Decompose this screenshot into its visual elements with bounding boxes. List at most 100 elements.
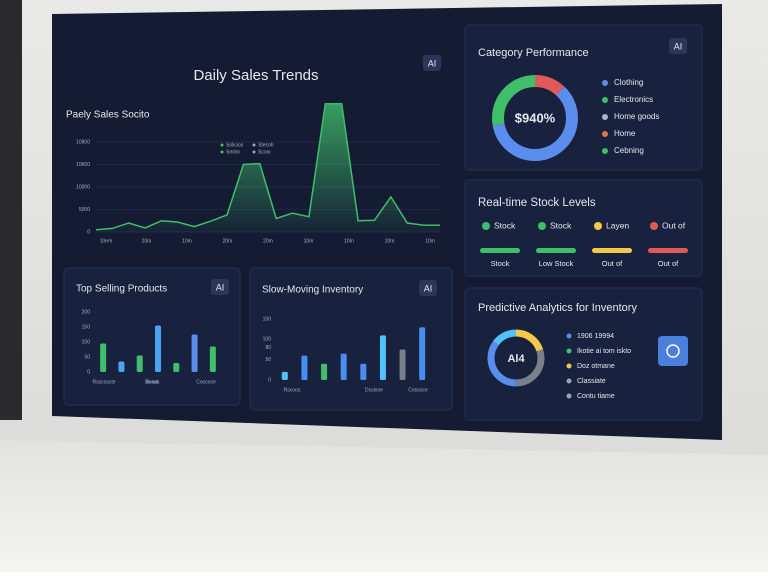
legend-dot [602, 80, 608, 86]
y-tick-label: 150 [263, 316, 272, 322]
panel [464, 24, 703, 171]
y-tick-label: 100 [82, 339, 91, 345]
y-tick-label: 50 [265, 357, 271, 363]
legend-label: Home goods [614, 112, 659, 121]
donut-segment [492, 75, 578, 161]
title: Category Performance [478, 47, 589, 59]
x-tick-label: Coccoce [196, 379, 216, 385]
legend-dot [602, 131, 608, 137]
sales-area [96, 103, 440, 232]
badge-text: AI [216, 282, 225, 292]
donut-segment [487, 329, 545, 387]
store-side [0, 0, 22, 420]
bar [209, 346, 216, 372]
bar [399, 349, 406, 380]
x-tick-label: 20m [223, 238, 233, 244]
ai-badge [669, 38, 687, 54]
bar [118, 361, 125, 372]
status-label: Stock [550, 220, 572, 230]
legend-dot [602, 114, 608, 120]
bar [301, 355, 308, 380]
donut-center: $940% [515, 110, 556, 125]
legend-dot [566, 393, 572, 399]
bar [281, 371, 288, 380]
bar [340, 353, 347, 380]
ai-badge [211, 279, 229, 295]
legend-label: Cebning [614, 146, 644, 155]
bar [419, 327, 426, 380]
level-label: Low Stock [539, 259, 574, 268]
donut-segment [487, 329, 545, 387]
title: Real-time Stock Levels [478, 197, 596, 209]
x-tick-label: 10m [304, 238, 314, 244]
legend-label: Clothing [614, 78, 643, 87]
x-tick-label: 10m [425, 238, 435, 244]
legend-label: Solicios [226, 142, 244, 148]
legend-dot [566, 348, 572, 354]
status-dot [538, 222, 546, 230]
legend-label: Ikotie ai tom iskto [577, 348, 631, 355]
level-label: Out of [658, 259, 679, 268]
badge-text: AI [674, 41, 683, 51]
legend-dot [566, 333, 572, 339]
legend-dot [602, 148, 608, 154]
floor [0, 440, 768, 572]
legend-label: Stecoh [258, 142, 274, 148]
legend-label: Scoio [258, 149, 271, 155]
x-tick-label: 20m [142, 238, 152, 244]
y-tick-label: 10600 [76, 162, 90, 168]
x-tick-label: 10m [344, 238, 354, 244]
status-label: Stock [494, 220, 516, 230]
y-tick-label: 5000 [79, 207, 90, 213]
level-label: Out of [602, 259, 623, 268]
y-tick-label: 0 [87, 229, 90, 235]
bar [360, 363, 367, 380]
status-dot [594, 222, 602, 230]
ai-icon [658, 336, 688, 366]
badge-text: AI [428, 58, 437, 68]
y-tick-label: 50 [84, 354, 90, 360]
sales-line [95, 103, 440, 231]
y-tick-label: 200 [82, 309, 91, 315]
x-tick-label: Dsslooe [365, 387, 383, 393]
panel [464, 287, 703, 421]
y-tick-label: 10800 [76, 139, 90, 145]
legend-dot [566, 378, 572, 384]
legend-dot [602, 97, 608, 103]
ai-badge [423, 55, 441, 71]
legend-dot [566, 363, 572, 369]
x-tick-label: Sisass [145, 379, 160, 385]
legend-dot [252, 150, 256, 154]
badge-text: AI [424, 283, 433, 293]
legend-label: Electronics [614, 95, 653, 104]
x-tick-label: Cossoce [408, 387, 428, 393]
level-label: Stock [491, 259, 510, 268]
bar [136, 355, 143, 372]
y-tick-label: 150 [82, 324, 91, 330]
legend-dot [252, 143, 256, 147]
legend-label: Classiate [577, 378, 606, 385]
level-bar [480, 248, 520, 253]
x-tick-label: 10em [100, 238, 113, 244]
y-tick-label: 100 [263, 337, 272, 343]
bar [191, 334, 198, 372]
donut-center: Al4 [507, 353, 525, 365]
x-tick-label: 20m [263, 238, 273, 244]
donut-segment [492, 75, 578, 161]
y-tick-label: 0 [87, 369, 90, 375]
y-tick-label: 0 [268, 377, 271, 383]
x-tick-label: Rscoos [284, 387, 301, 393]
legend-label: Home [614, 129, 636, 138]
legend-label: Sminn [226, 149, 240, 155]
donut-segment [487, 329, 545, 387]
bar [379, 335, 386, 380]
legend-label: 1906 19994 [577, 333, 614, 340]
y-tick-label: 80 [265, 345, 271, 351]
level-bar [648, 248, 688, 253]
legend-dot [220, 143, 224, 147]
level-bar [592, 248, 632, 253]
bar [100, 343, 107, 372]
bar [155, 325, 161, 372]
panel [464, 179, 703, 277]
